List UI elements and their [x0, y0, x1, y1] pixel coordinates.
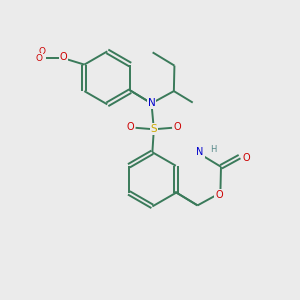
Text: H: H	[210, 145, 216, 154]
Text: O: O	[242, 153, 250, 163]
Text: O: O	[127, 122, 134, 132]
Text: O: O	[38, 47, 45, 56]
Text: O: O	[215, 190, 223, 200]
Text: N: N	[148, 98, 155, 108]
Text: O: O	[174, 122, 181, 132]
Text: N: N	[196, 147, 204, 157]
Text: O: O	[59, 52, 67, 62]
Text: S: S	[151, 124, 157, 134]
Text: O: O	[35, 54, 43, 63]
